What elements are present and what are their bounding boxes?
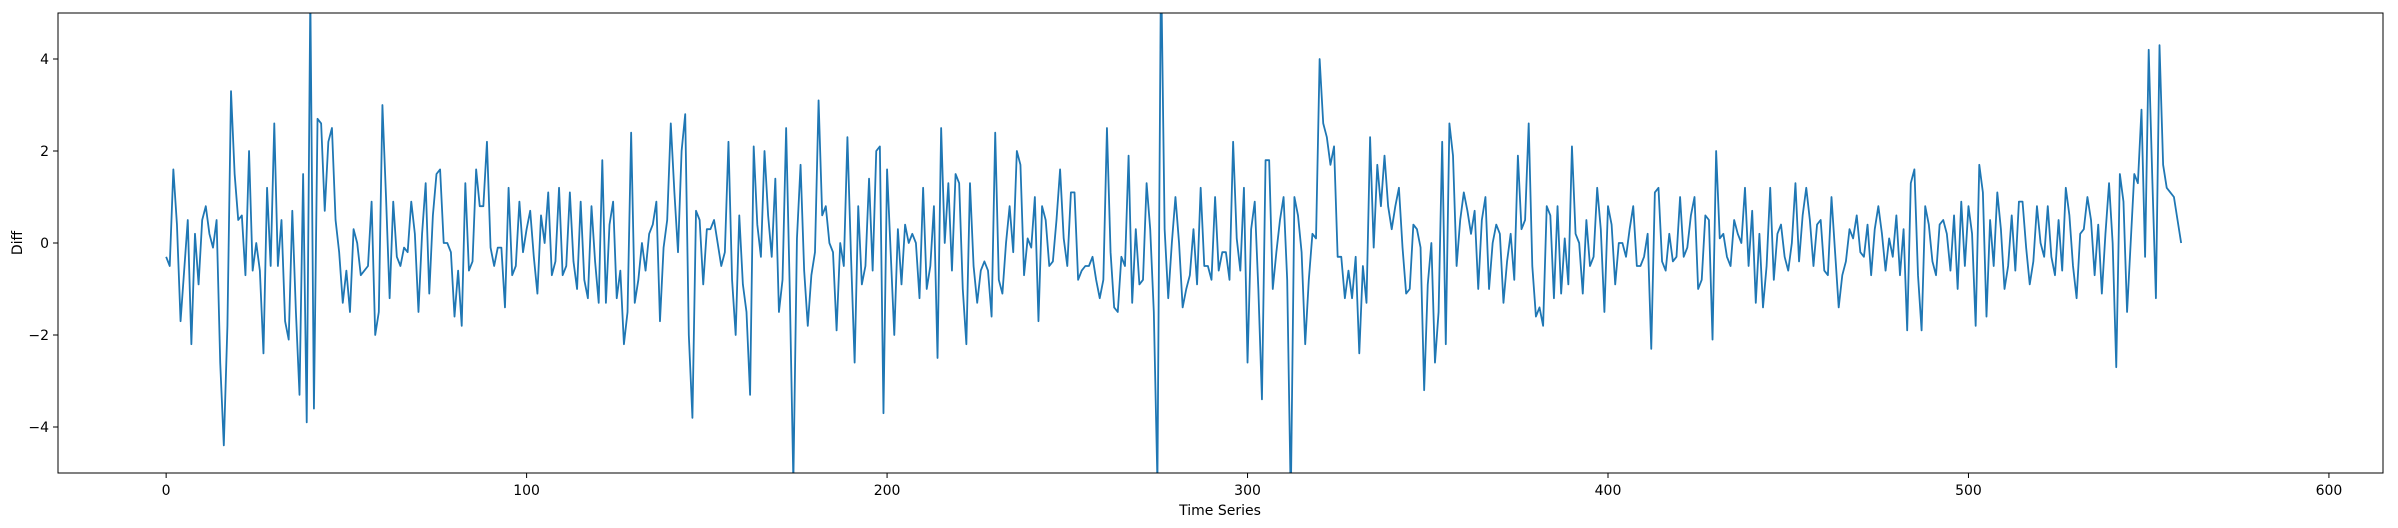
y-tick-label: 2: [40, 144, 49, 160]
y-tick-label: −4: [28, 420, 49, 436]
y-tick-label: 4: [40, 52, 49, 68]
x-tick-label: 500: [1955, 483, 1982, 499]
x-tick-label: 400: [1595, 483, 1622, 499]
x-tick-label: 0: [162, 483, 171, 499]
series-line-0: [165, 13, 2183, 473]
x-axis: 0 100 200 300 400 500 600: [162, 473, 2343, 499]
x-tick-label: 600: [2316, 483, 2343, 499]
x-tick-label: 200: [874, 483, 901, 499]
x-tick-label: 100: [513, 483, 540, 499]
y-axis-label: Diff: [10, 230, 26, 255]
y-tick-label: 0: [40, 236, 49, 252]
x-tick-label: 300: [1234, 483, 1261, 499]
y-axis: −4 −2 0 2 4: [28, 52, 58, 436]
series-layer: [165, 13, 2183, 473]
plot-frame: [57, 12, 2384, 474]
x-axis-label: Time Series: [1178, 503, 1261, 519]
y-tick-label: −2: [28, 328, 49, 344]
